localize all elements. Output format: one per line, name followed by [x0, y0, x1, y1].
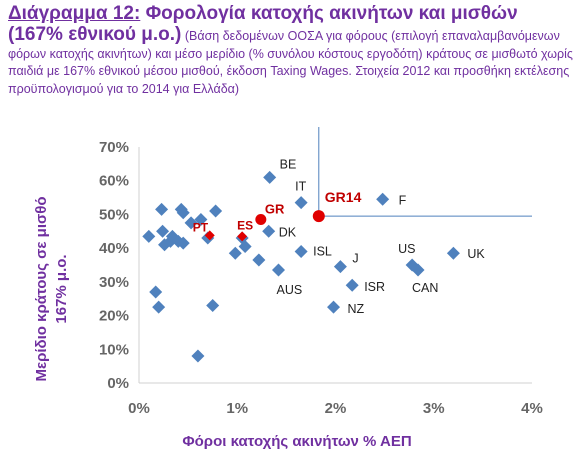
data-point [176, 206, 190, 220]
data-point [238, 239, 252, 253]
data-point [142, 229, 156, 243]
point-label: DK [279, 225, 297, 239]
data-point [327, 300, 341, 314]
point-label: NZ [348, 302, 365, 316]
title-prefix: Διάγραμμα 12: [8, 3, 141, 24]
highlight-label: GR14 [325, 189, 362, 205]
data-point [184, 216, 198, 230]
point-label: BE [280, 157, 297, 171]
data-point [228, 246, 242, 260]
data-point [294, 196, 308, 210]
y-tick-label: 30% [99, 274, 129, 291]
highlight-label: ES [237, 218, 253, 232]
x-tick-label: 2% [325, 400, 347, 417]
y-tick-label: 20% [99, 308, 129, 325]
title-main: Φορολογία κατοχής ακινήτων και μισθών [145, 3, 518, 24]
data-point [176, 236, 190, 250]
data-point [446, 246, 460, 260]
highlight-label: PT [193, 220, 209, 234]
point-label: IT [295, 180, 306, 194]
x-tick-label: 0% [128, 400, 150, 417]
data-point [411, 263, 425, 277]
data-point [152, 300, 166, 314]
point-label: US [398, 242, 415, 256]
data-point [194, 212, 208, 226]
data-point [376, 192, 390, 206]
point-label: F [399, 193, 407, 207]
highlight-point [312, 210, 325, 223]
y-axis-title-line2: 167% μ.ο. [53, 254, 70, 323]
title-line1: Διάγραμμα 12: Φορολογία κατοχής ακινήτων… [8, 2, 580, 26]
highlight-point [237, 231, 248, 242]
y-axis-title: Μερίδιο κράτους σε μισθό 167% μ.ο. [33, 196, 70, 381]
title-note: (Βάση δεδομένων ΟΟΣΑ για φόρους (επιλογή… [8, 29, 573, 96]
data-point [155, 202, 169, 216]
y-axis-title-line1: Μερίδιο κράτους σε μισθό [33, 196, 50, 381]
data-point [206, 298, 220, 312]
highlight-point [204, 230, 215, 241]
highlight-points: PT ES GR GR14 [193, 189, 362, 242]
point-label: ISR [364, 280, 385, 294]
data-point [263, 170, 277, 184]
point-label: J [352, 252, 358, 266]
data-point [209, 204, 223, 218]
data-point [272, 263, 286, 277]
point-label: CAN [412, 281, 438, 295]
point-label: ISL [313, 245, 332, 259]
y-tick-label: 60% [99, 173, 129, 190]
title-main2: (167% εθνικού μ.ο.) [8, 24, 182, 45]
highlight-label: GR [265, 201, 285, 216]
highlight-point [255, 213, 267, 225]
point-label: AUS [277, 283, 303, 297]
y-tick-label: 70% [99, 139, 129, 156]
data-point [345, 278, 359, 292]
y-axis-ticks: 0% 10% 20% 30% 40% 50% 60% 70% [99, 139, 129, 392]
point-label: UK [467, 247, 485, 261]
y-tick-label: 50% [99, 206, 129, 223]
y-tick-label: 0% [107, 375, 129, 392]
data-point [252, 253, 266, 267]
x-tick-label: 4% [521, 400, 543, 417]
data-points: DK BE AUS IT ISL NZ J ISR F US CAN UK [142, 157, 485, 363]
x-tick-label: 3% [423, 400, 445, 417]
x-axis-ticks: 0% 1% 2% 3% 4% [128, 400, 543, 417]
x-axis-title: Φόροι κατοχής ακινήτων % ΑΕΠ [182, 433, 411, 450]
title-line2: (167% εθνικού μ.ο.) (Βάση δεδομένων ΟΟΣΑ… [8, 24, 580, 98]
data-point [294, 245, 308, 259]
data-point [149, 285, 163, 299]
data-point [191, 349, 205, 363]
data-point [333, 260, 347, 274]
gr14-reference-lines [318, 127, 532, 217]
data-point [262, 224, 276, 238]
data-point [156, 224, 170, 238]
x-tick-label: 1% [226, 400, 248, 417]
y-tick-label: 10% [99, 341, 129, 358]
chart-title: Διάγραμμα 12: Φορολογία κατοχής ακινήτων… [8, 2, 580, 98]
y-tick-label: 40% [99, 240, 129, 257]
